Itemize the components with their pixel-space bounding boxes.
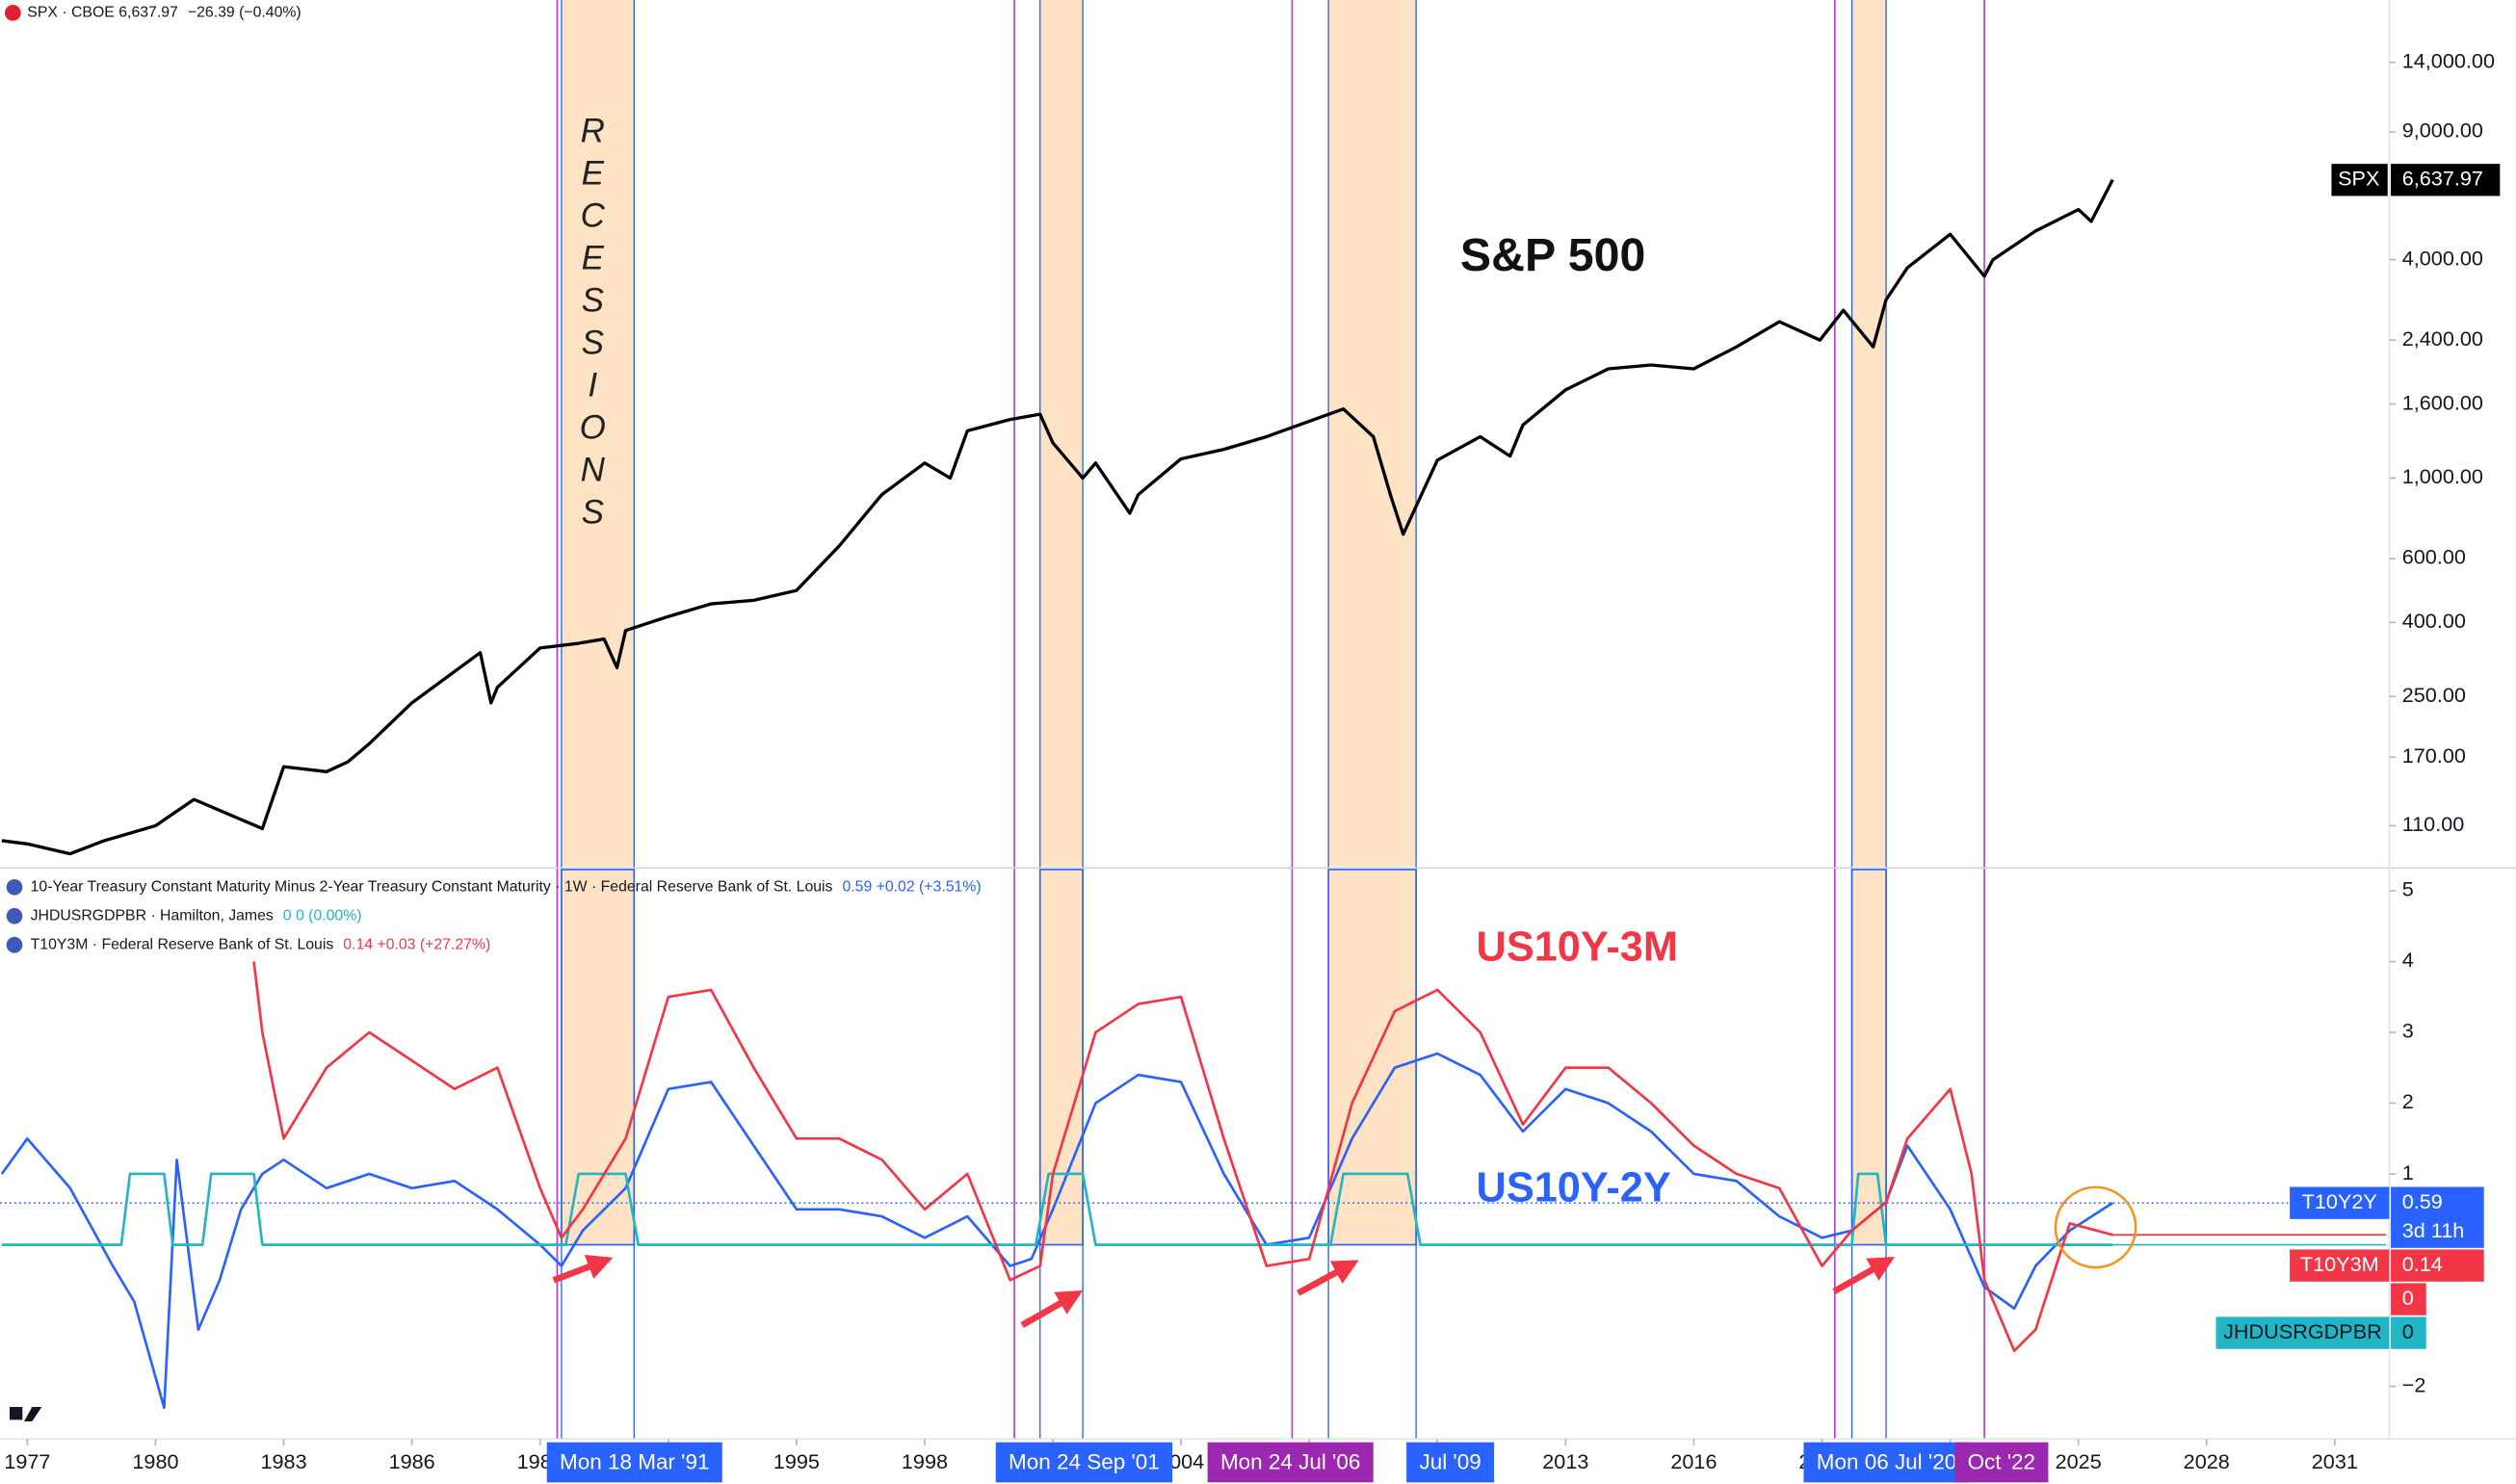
label-box xyxy=(2391,1186,2484,1248)
plot-layer: 14,000.00 9,000.00 4,000.00 2,400.00 1,600.0… xyxy=(0,48,2501,1483)
series-line xyxy=(1,1172,2113,1246)
label-box xyxy=(2331,164,2388,196)
y-tick-label: 2,400.00 xyxy=(2402,326,2483,351)
label-box xyxy=(2391,1283,2426,1315)
series-name-label: T10Y3M xyxy=(2300,1252,2379,1276)
header-price: 6,637.97 xyxy=(118,4,178,20)
annotation: S&P 500 xyxy=(1460,229,1645,281)
countdown-label: 3d 11h xyxy=(2402,1218,2465,1242)
legend-label: T10Y3M · Federal Reserve Bank of St. Lou… xyxy=(31,936,334,952)
date-label-box xyxy=(995,1442,1173,1483)
recession-band xyxy=(561,869,636,1246)
legend-icon xyxy=(6,878,23,896)
date-label-box xyxy=(1406,1442,1495,1483)
y-tick-label: 5 xyxy=(2402,877,2414,901)
label-box xyxy=(2391,1316,2426,1349)
label-box xyxy=(2290,1249,2390,1282)
legend-icon xyxy=(6,936,23,953)
y-tick-label: 1,000.00 xyxy=(2402,464,2483,488)
arrows xyxy=(552,1254,1895,1328)
recessions-label: RECESSIONS xyxy=(574,113,612,536)
x-tick-label: 2025 xyxy=(2056,1449,2102,1473)
date-label: Mon 24 Jul '06 xyxy=(1220,1449,1360,1473)
legend-label: 10-Year Treasury Constant Maturity Minus… xyxy=(31,878,833,895)
header-symbol: SPX · CBOE xyxy=(27,4,115,20)
annotation: US10Y-2Y xyxy=(1477,1165,1671,1211)
x-tick-label: 2013 xyxy=(1542,1449,1588,1473)
series-name-label: SPX xyxy=(2338,167,2379,191)
y-tick-label: 170.00 xyxy=(2402,743,2466,768)
y-tick-label: 110.00 xyxy=(2402,812,2465,836)
legend-label: JHDUSRGDPBR · Hamilton, James xyxy=(31,907,274,924)
arrow xyxy=(1297,1260,1359,1296)
label-box xyxy=(2215,1316,2390,1349)
label-box xyxy=(2391,1249,2484,1282)
x-tick-label: 1980 xyxy=(132,1449,178,1473)
recession-band xyxy=(1039,0,1084,867)
series-line xyxy=(1,178,2114,856)
date-label-box xyxy=(546,1442,722,1483)
series-name-label: JHDUSRGDPBR xyxy=(2223,1319,2382,1343)
header-change: −26.39 (−0.40%) xyxy=(188,4,301,20)
arrow xyxy=(1832,1256,1895,1294)
recession-band xyxy=(1850,869,1887,1246)
date-label-box xyxy=(1803,1442,1970,1483)
y-tick-label: 250.00 xyxy=(2402,683,2466,707)
label-box xyxy=(2290,1186,2390,1219)
value-label: 0 xyxy=(2402,1319,2414,1343)
value-label: 0.14 xyxy=(2402,1252,2443,1276)
x-tick-label: 1983 xyxy=(260,1449,306,1473)
y-tick-label: 600.00 xyxy=(2402,545,2466,569)
x-tick-label: 1977 xyxy=(4,1449,50,1473)
x-tick-label: 1986 xyxy=(389,1449,435,1473)
date-label: Mon 18 Mar '91 xyxy=(560,1449,709,1473)
highlight-circle xyxy=(2054,1185,2137,1269)
recession-layer xyxy=(556,0,1985,1440)
x-tick-label: 2016 xyxy=(1670,1449,1717,1473)
legend-value: 0.14 +0.03 (+27.27%) xyxy=(343,936,490,952)
legend-value: 0.59 +0.02 (+3.51%) xyxy=(842,878,981,895)
y-tick-label: 9,000.00 xyxy=(2402,118,2483,143)
y-tick-label: 3 xyxy=(2402,1019,2414,1043)
axis-mark-label: 0 xyxy=(2402,1286,2414,1310)
x-tick-label: 2028 xyxy=(2184,1449,2230,1473)
recession-band xyxy=(1851,0,1887,867)
date-label: Oct '22 xyxy=(1968,1449,2035,1473)
legend-icon xyxy=(6,907,23,924)
arrow xyxy=(552,1254,614,1284)
y-tick-label: 4,000.00 xyxy=(2402,246,2483,270)
tv-logo xyxy=(9,1407,42,1422)
x-tick-label: 1998 xyxy=(902,1449,948,1473)
x-tick-label: 2031 xyxy=(2312,1449,2358,1473)
label-box xyxy=(2391,164,2501,196)
annotation: US10Y-3M xyxy=(1477,924,1678,971)
y-tick-label: 4 xyxy=(2402,948,2414,972)
legend-value: 0 0 (0.00%) xyxy=(283,907,362,924)
series-name-label: T10Y2Y xyxy=(2302,1189,2377,1213)
value-label: 6,637.97 xyxy=(2402,167,2483,191)
recession-band xyxy=(1328,0,1417,867)
y-tick-label: −2 xyxy=(2402,1372,2426,1396)
date-label: Mon 06 Jul '20 xyxy=(1817,1449,1956,1473)
date-label-box xyxy=(1207,1442,1374,1483)
symbol-icon xyxy=(4,4,21,21)
y-tick-label: 400.00 xyxy=(2402,609,2466,633)
x-tick-label: 1995 xyxy=(773,1449,820,1473)
value-label: 0.59 xyxy=(2402,1189,2443,1213)
date-label: Mon 24 Sep '01 xyxy=(1009,1449,1160,1473)
arrow xyxy=(1020,1289,1084,1328)
y-tick-label: 2 xyxy=(2402,1089,2414,1113)
y-tick-label: 1 xyxy=(2402,1160,2414,1185)
y-tick-label: 14,000.00 xyxy=(2402,48,2495,72)
date-label: Jul '09 xyxy=(1419,1449,1481,1473)
y-tick-label: 1,600.00 xyxy=(2402,390,2483,414)
series-line xyxy=(252,961,2113,1353)
date-label-box xyxy=(1954,1442,2049,1483)
recession-band xyxy=(561,0,635,867)
